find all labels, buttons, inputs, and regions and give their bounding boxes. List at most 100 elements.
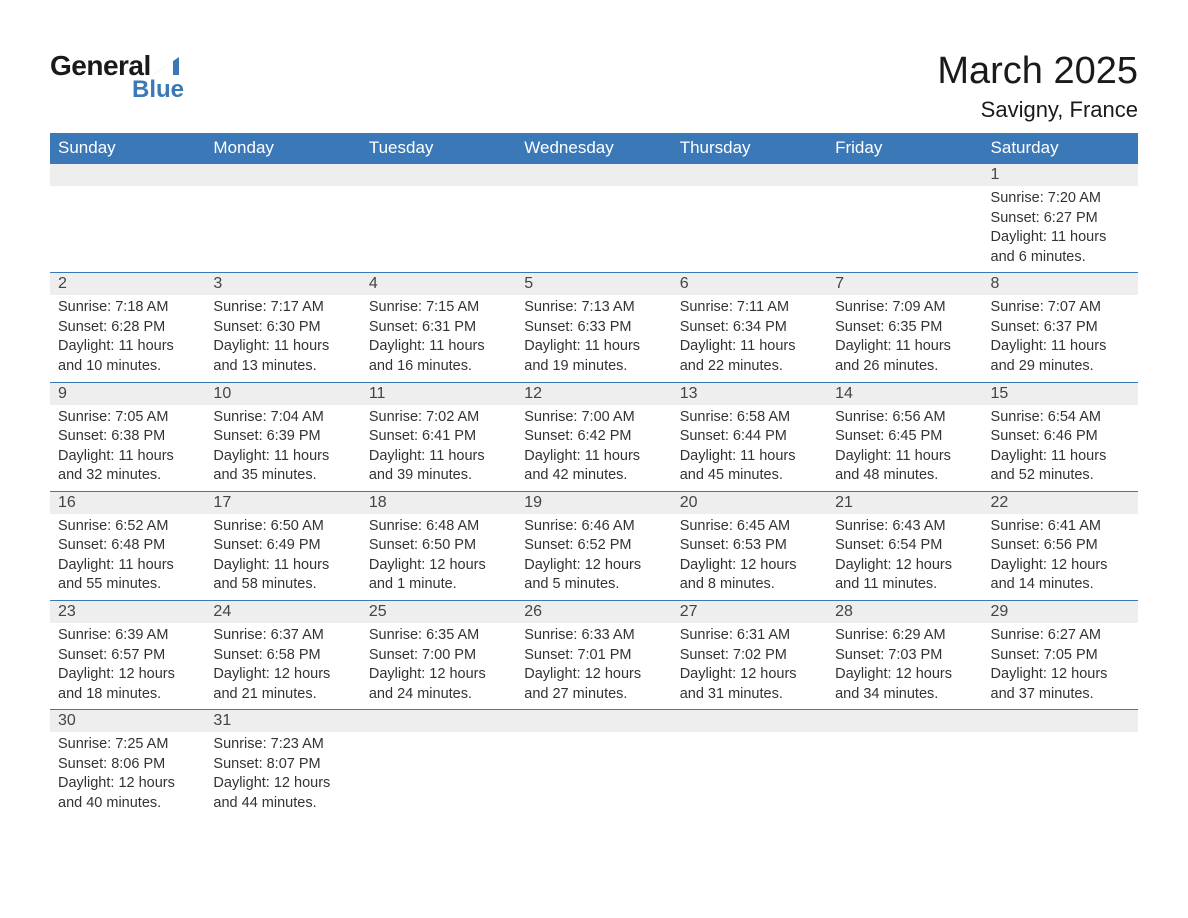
day-number-bar: 10 xyxy=(205,382,360,405)
day-content: Sunrise: 6:56 AMSunset: 6:45 PMDaylight:… xyxy=(827,405,982,491)
sunset-text: Sunset: 8:06 PM xyxy=(58,755,197,775)
day-number-bar: 15 xyxy=(983,382,1138,405)
location-label: Savigny, France xyxy=(937,97,1138,123)
day-number-bar: 28 xyxy=(827,600,982,623)
sunset-text: Sunset: 6:58 PM xyxy=(213,646,352,666)
day-number-bar xyxy=(983,709,1138,732)
day-content xyxy=(827,732,982,740)
day-number-bar: 23 xyxy=(50,600,205,623)
sunset-text: Sunset: 6:27 PM xyxy=(991,209,1130,229)
day-content xyxy=(50,186,205,194)
calendar-cell: 7Sunrise: 7:09 AMSunset: 6:35 PMDaylight… xyxy=(827,272,982,381)
sunset-text: Sunset: 6:48 PM xyxy=(58,536,197,556)
calendar-cell xyxy=(361,163,516,272)
sunrise-text: Sunrise: 6:43 AM xyxy=(835,517,974,537)
daylight-text: Daylight: 11 hours and 42 minutes. xyxy=(524,447,663,486)
daylight-text: Daylight: 11 hours and 58 minutes. xyxy=(213,556,352,595)
sunrise-text: Sunrise: 7:23 AM xyxy=(213,735,352,755)
day-header: Saturday xyxy=(983,133,1138,163)
day-number-bar: 5 xyxy=(516,272,671,295)
day-number-bar: 2 xyxy=(50,272,205,295)
daylight-text: Daylight: 12 hours and 34 minutes. xyxy=(835,665,974,704)
daylight-text: Daylight: 11 hours and 13 minutes. xyxy=(213,337,352,376)
day-number-bar: 20 xyxy=(672,491,827,514)
logo-text-blue: Blue xyxy=(132,76,184,104)
sunrise-text: Sunrise: 6:27 AM xyxy=(991,626,1130,646)
day-header: Wednesday xyxy=(516,133,671,163)
daylight-text: Daylight: 11 hours and 32 minutes. xyxy=(58,447,197,486)
day-header: Thursday xyxy=(672,133,827,163)
calendar-header-row: SundayMondayTuesdayWednesdayThursdayFrid… xyxy=(50,133,1138,163)
daylight-text: Daylight: 12 hours and 31 minutes. xyxy=(680,665,819,704)
sunset-text: Sunset: 6:41 PM xyxy=(369,427,508,447)
calendar-cell: 15Sunrise: 6:54 AMSunset: 6:46 PMDayligh… xyxy=(983,382,1138,491)
day-content: Sunrise: 7:15 AMSunset: 6:31 PMDaylight:… xyxy=(361,295,516,381)
sunset-text: Sunset: 7:03 PM xyxy=(835,646,974,666)
sunrise-text: Sunrise: 7:15 AM xyxy=(369,298,508,318)
daylight-text: Daylight: 12 hours and 18 minutes. xyxy=(58,665,197,704)
calendar-body: 1Sunrise: 7:20 AMSunset: 6:27 PMDaylight… xyxy=(50,163,1138,819)
day-content: Sunrise: 7:07 AMSunset: 6:37 PMDaylight:… xyxy=(983,295,1138,381)
day-number-bar: 24 xyxy=(205,600,360,623)
calendar-cell: 14Sunrise: 6:56 AMSunset: 6:45 PMDayligh… xyxy=(827,382,982,491)
sunset-text: Sunset: 6:45 PM xyxy=(835,427,974,447)
calendar-cell xyxy=(827,163,982,272)
day-content: Sunrise: 7:02 AMSunset: 6:41 PMDaylight:… xyxy=(361,405,516,491)
day-number-bar: 16 xyxy=(50,491,205,514)
day-number-bar xyxy=(516,163,671,186)
day-number-bar xyxy=(361,709,516,732)
calendar-cell: 30Sunrise: 7:25 AMSunset: 8:06 PMDayligh… xyxy=(50,709,205,818)
calendar-cell: 5Sunrise: 7:13 AMSunset: 6:33 PMDaylight… xyxy=(516,272,671,381)
day-header: Sunday xyxy=(50,133,205,163)
day-content xyxy=(983,732,1138,740)
day-content xyxy=(672,732,827,740)
day-content: Sunrise: 7:00 AMSunset: 6:42 PMDaylight:… xyxy=(516,405,671,491)
sunrise-text: Sunrise: 6:54 AM xyxy=(991,408,1130,428)
sunrise-text: Sunrise: 6:58 AM xyxy=(680,408,819,428)
daylight-text: Daylight: 12 hours and 11 minutes. xyxy=(835,556,974,595)
sunset-text: Sunset: 6:31 PM xyxy=(369,318,508,338)
sunrise-text: Sunrise: 6:37 AM xyxy=(213,626,352,646)
sunset-text: Sunset: 6:28 PM xyxy=(58,318,197,338)
sunrise-text: Sunrise: 6:39 AM xyxy=(58,626,197,646)
sunrise-text: Sunrise: 6:48 AM xyxy=(369,517,508,537)
day-content: Sunrise: 7:05 AMSunset: 6:38 PMDaylight:… xyxy=(50,405,205,491)
day-number-bar: 8 xyxy=(983,272,1138,295)
day-content xyxy=(361,732,516,740)
sunrise-text: Sunrise: 6:29 AM xyxy=(835,626,974,646)
sunrise-text: Sunrise: 7:17 AM xyxy=(213,298,352,318)
daylight-text: Daylight: 11 hours and 52 minutes. xyxy=(991,447,1130,486)
daylight-text: Daylight: 11 hours and 6 minutes. xyxy=(991,228,1130,267)
sunrise-text: Sunrise: 6:46 AM xyxy=(524,517,663,537)
day-number-bar: 12 xyxy=(516,382,671,405)
sunrise-text: Sunrise: 7:05 AM xyxy=(58,408,197,428)
day-content: Sunrise: 6:39 AMSunset: 6:57 PMDaylight:… xyxy=(50,623,205,709)
sunrise-text: Sunrise: 7:25 AM xyxy=(58,735,197,755)
sunrise-text: Sunrise: 7:02 AM xyxy=(369,408,508,428)
sunrise-text: Sunrise: 6:41 AM xyxy=(991,517,1130,537)
calendar-cell: 19Sunrise: 6:46 AMSunset: 6:52 PMDayligh… xyxy=(516,491,671,600)
day-number-bar xyxy=(361,163,516,186)
calendar-cell xyxy=(672,709,827,818)
sunrise-text: Sunrise: 6:35 AM xyxy=(369,626,508,646)
day-number-bar xyxy=(205,163,360,186)
sunset-text: Sunset: 6:33 PM xyxy=(524,318,663,338)
calendar-cell: 12Sunrise: 7:00 AMSunset: 6:42 PMDayligh… xyxy=(516,382,671,491)
calendar-cell: 20Sunrise: 6:45 AMSunset: 6:53 PMDayligh… xyxy=(672,491,827,600)
sunrise-text: Sunrise: 7:04 AM xyxy=(213,408,352,428)
calendar-cell: 9Sunrise: 7:05 AMSunset: 6:38 PMDaylight… xyxy=(50,382,205,491)
daylight-text: Daylight: 12 hours and 21 minutes. xyxy=(213,665,352,704)
daylight-text: Daylight: 11 hours and 19 minutes. xyxy=(524,337,663,376)
logo: General Blue xyxy=(50,50,184,104)
sunrise-text: Sunrise: 7:07 AM xyxy=(991,298,1130,318)
sunrise-text: Sunrise: 6:45 AM xyxy=(680,517,819,537)
daylight-text: Daylight: 12 hours and 8 minutes. xyxy=(680,556,819,595)
calendar-cell: 25Sunrise: 6:35 AMSunset: 7:00 PMDayligh… xyxy=(361,600,516,709)
day-number-bar: 17 xyxy=(205,491,360,514)
day-number-bar: 25 xyxy=(361,600,516,623)
sunset-text: Sunset: 6:34 PM xyxy=(680,318,819,338)
calendar-cell: 2Sunrise: 7:18 AMSunset: 6:28 PMDaylight… xyxy=(50,272,205,381)
daylight-text: Daylight: 11 hours and 35 minutes. xyxy=(213,447,352,486)
sunrise-text: Sunrise: 6:50 AM xyxy=(213,517,352,537)
day-number-bar: 30 xyxy=(50,709,205,732)
